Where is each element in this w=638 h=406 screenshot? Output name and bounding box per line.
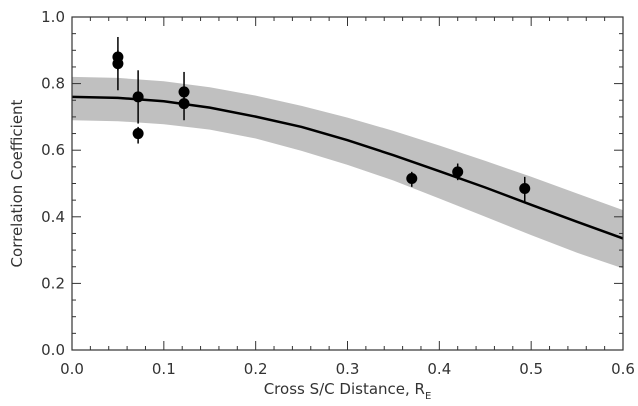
x-axis-label-subscript: E (425, 391, 431, 402)
confidence-band-layer (72, 76, 623, 269)
x-axis-label: Cross S/C Distance, RE (264, 380, 432, 402)
data-points-layer (112, 36, 531, 204)
data-point (452, 166, 464, 178)
x-tick-label: 0.2 (244, 360, 268, 378)
confidence-band (72, 76, 623, 269)
y-tick-label: 0.8 (41, 75, 65, 93)
data-point (112, 58, 124, 70)
labels-layer: Cross S/C Distance, RE Correlation Coeff… (8, 99, 431, 402)
x-axis-label-main: Cross S/C Distance, R (264, 380, 425, 398)
data-point (132, 128, 144, 140)
data-point (132, 91, 144, 103)
data-point (406, 173, 418, 185)
y-tick-label: 1.0 (41, 8, 65, 26)
x-tick-label: 0.6 (611, 360, 635, 378)
x-tick-label: 0.5 (519, 360, 543, 378)
axes-layer: 0.0 0.1 0.2 0.3 0.4 0.5 0.6 0.0 0.2 0.4 0.6 0.8 1.0 (41, 8, 635, 378)
y-tick-label: 0.6 (41, 141, 65, 159)
x-tick-label: 0.1 (152, 360, 176, 378)
data-point (519, 182, 531, 194)
fit-curve-line (71, 95, 624, 240)
x-tick-label: 0.4 (427, 360, 451, 378)
y-tick-label: 0.2 (41, 274, 65, 292)
x-tick-label: 0.0 (60, 360, 84, 378)
y-tick-label: 0.0 (41, 341, 65, 359)
x-tick-label: 0.3 (336, 360, 360, 378)
y-axis-label: Correlation Coefficient (8, 99, 26, 267)
y-tick-label: 0.4 (41, 208, 65, 226)
fit-curve-layer (71, 95, 624, 240)
data-point (178, 98, 190, 110)
